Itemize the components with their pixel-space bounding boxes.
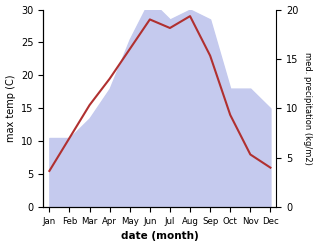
Y-axis label: max temp (C): max temp (C) [5,75,16,142]
Y-axis label: med. precipitation (kg/m2): med. precipitation (kg/m2) [303,52,313,165]
X-axis label: date (month): date (month) [121,231,199,242]
